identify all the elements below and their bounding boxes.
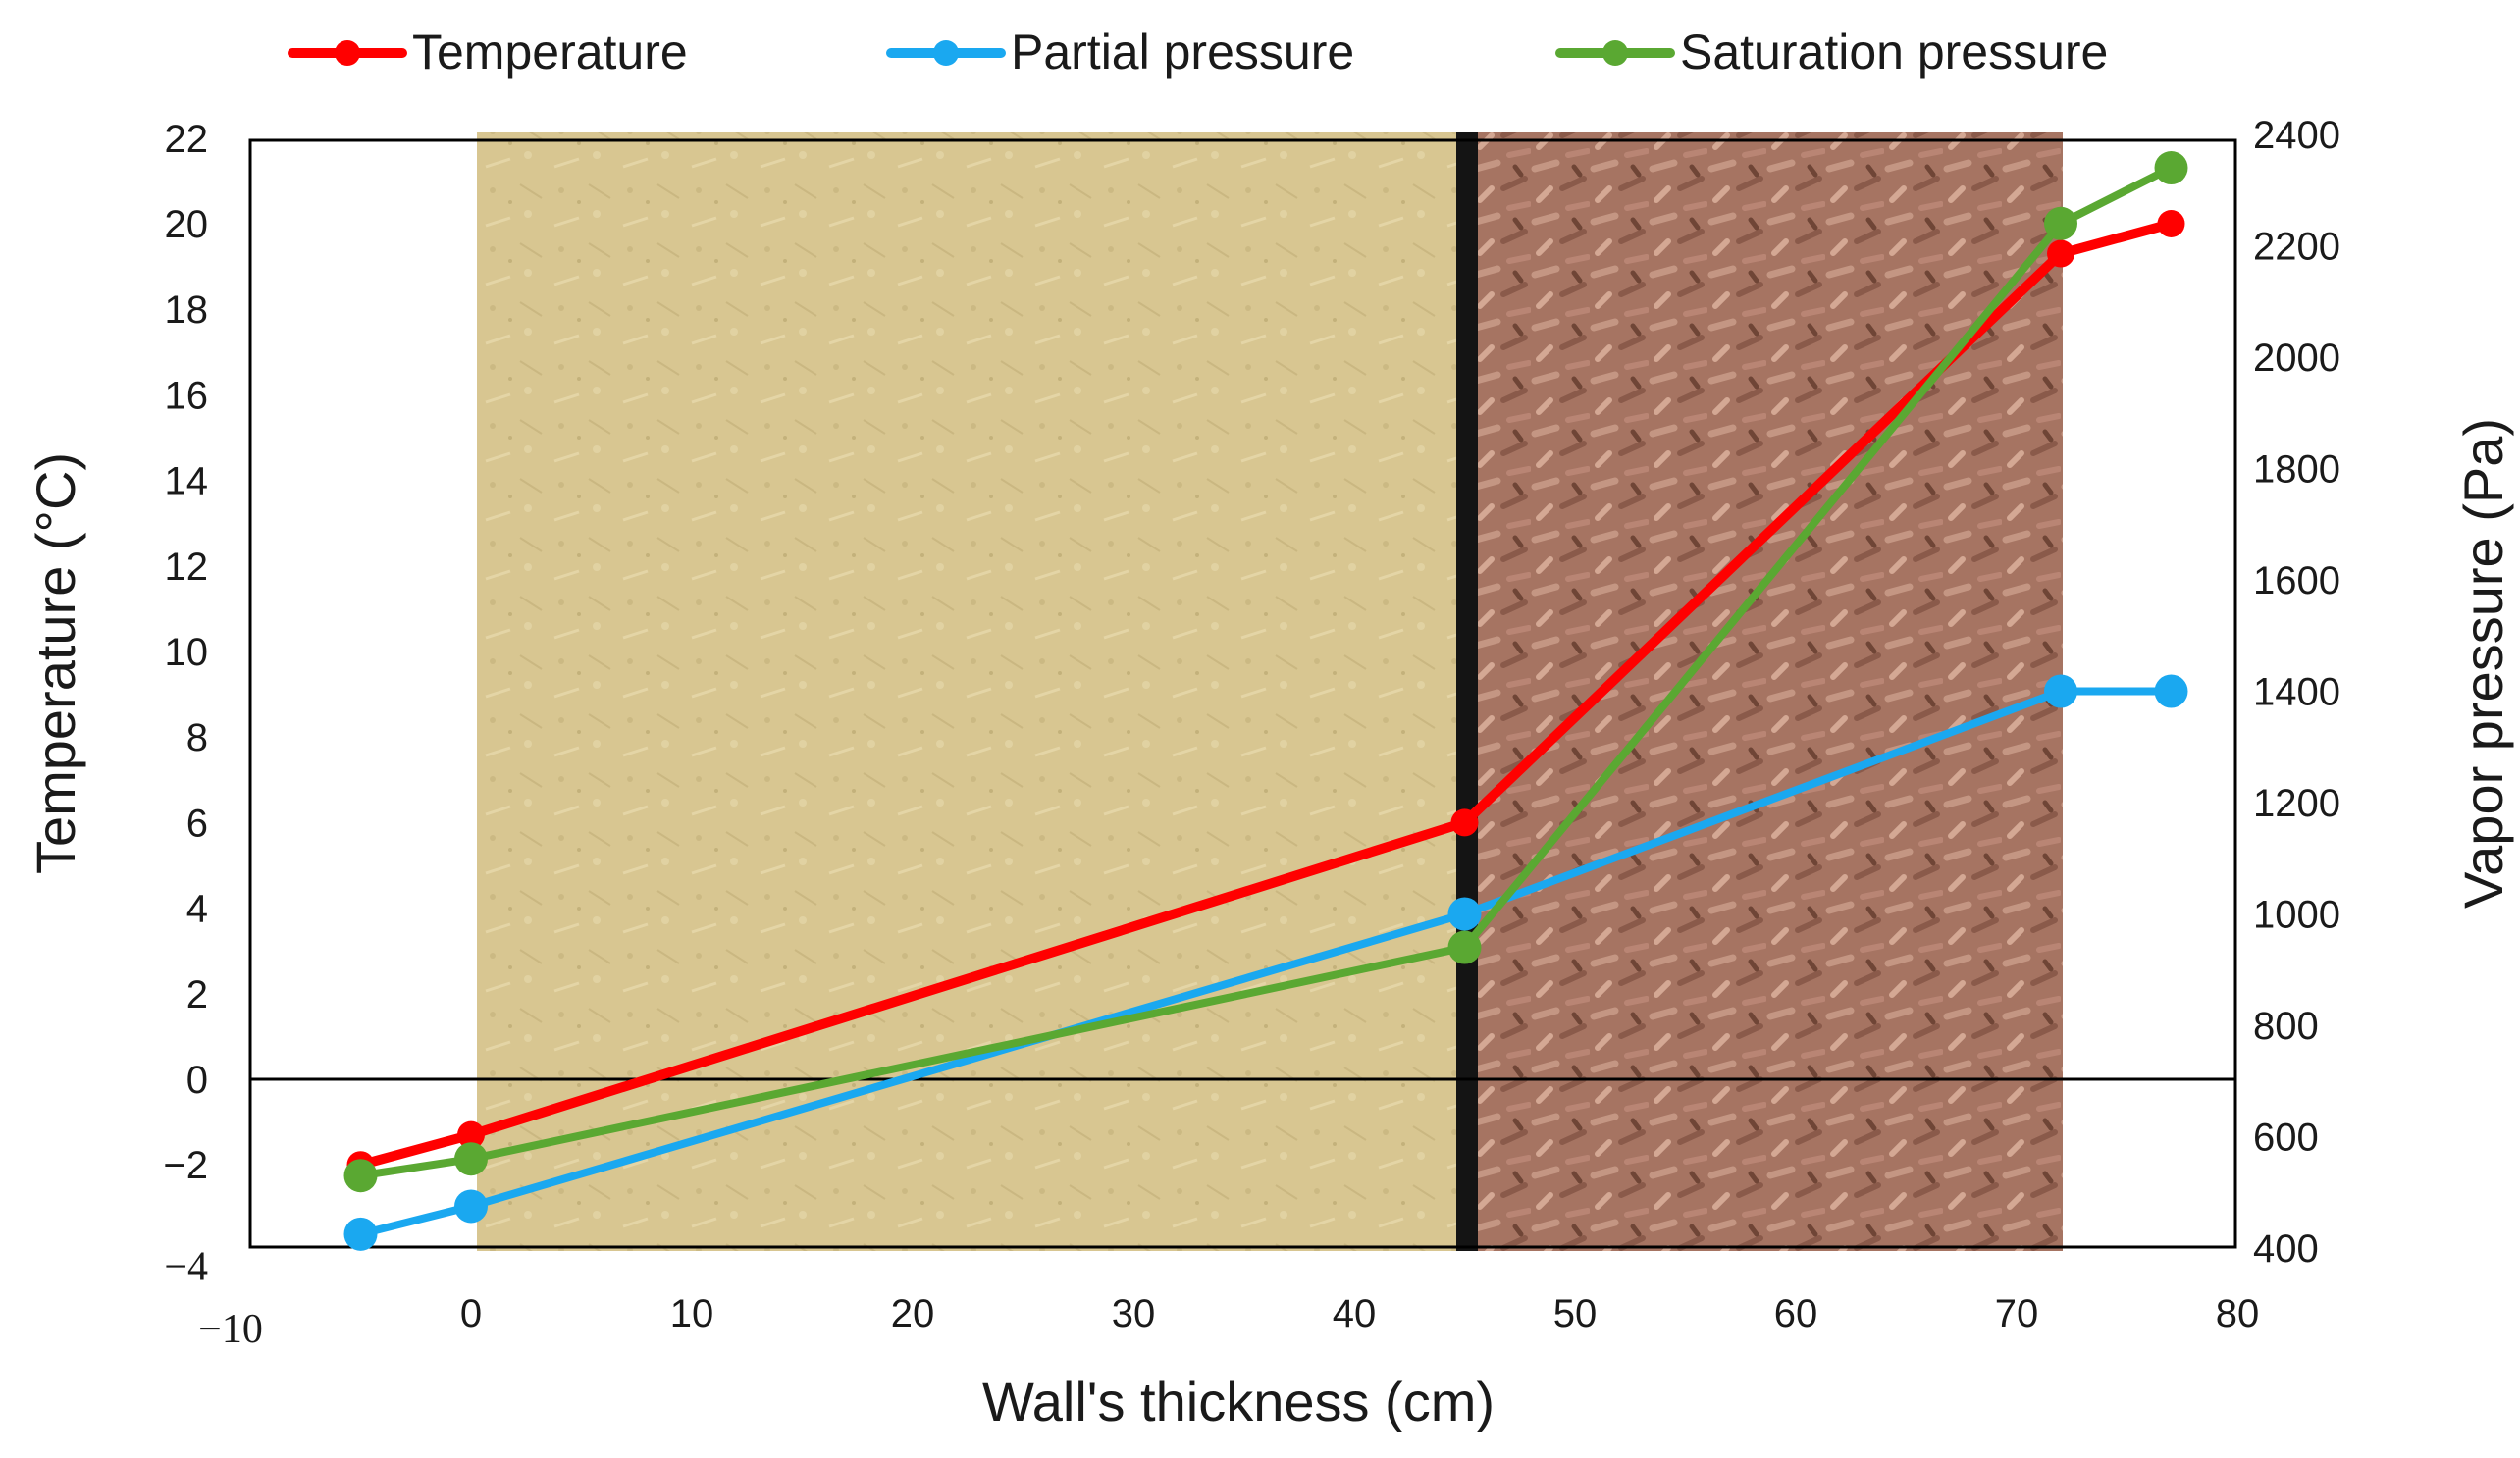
legend-label: Saturation pressure — [1680, 25, 2108, 79]
saturation-pressure-point — [1447, 930, 1482, 964]
wood-chip-layer — [1478, 132, 2063, 1251]
legend-item-temperature: Temperature — [288, 25, 688, 79]
temperature-point — [2047, 239, 2074, 268]
saturation-pressure-point — [343, 1159, 378, 1193]
partial-pressure-point — [2044, 674, 2077, 708]
saturation-pressure-series — [343, 151, 2188, 1193]
y-right-tick-label: 1000 — [2253, 894, 2340, 937]
series-lines — [343, 151, 2188, 1251]
y-left-tick-label: 18 — [165, 288, 209, 332]
temperature-point — [1450, 808, 1479, 837]
legend-marker — [1602, 40, 1628, 66]
legend-label: Partial pressure — [1011, 25, 1354, 79]
y-right-tick-label: 2000 — [2253, 337, 2340, 380]
y-right-tick-label: 1400 — [2253, 671, 2340, 714]
gap-layer — [1456, 132, 1480, 1251]
legend-item-partial-pressure: Partial pressure — [886, 25, 1354, 79]
legend-marker — [933, 40, 959, 66]
y-right-tick-label: 600 — [2253, 1117, 2319, 1160]
y-left-tick-label: 14 — [165, 460, 209, 503]
y-right-tick-label: 1600 — [2253, 559, 2340, 602]
y-left-tick-label: 12 — [165, 546, 209, 589]
x-tick-label: 10 — [670, 1292, 714, 1335]
y-left-tick-label: 6 — [186, 802, 208, 845]
y-right-tick-label: 1200 — [2253, 782, 2340, 825]
y-left-tick-label: −4 — [164, 1244, 208, 1289]
y-axis-right-title: Vapor pressure (Pa) — [2452, 418, 2514, 909]
x-tick-label: 60 — [1774, 1292, 1818, 1335]
y-left-tick-label: 8 — [186, 716, 208, 759]
x-axis-title: Wall's thickness (cm) — [982, 1371, 1495, 1432]
y-left-tick-label: 0 — [186, 1059, 208, 1102]
legend-label: Temperature — [412, 25, 688, 79]
plot-frame — [248, 138, 2237, 1249]
y-right-tick-label: 800 — [2253, 1005, 2319, 1048]
temperature-point — [457, 1120, 485, 1149]
temperature-point — [2157, 210, 2185, 237]
plaster-layer — [477, 132, 1458, 1251]
partial-pressure-point — [454, 1189, 488, 1224]
partial-pressure-series — [343, 674, 2188, 1251]
y-left-tick-label: 20 — [165, 203, 209, 246]
x-tick-label: 80 — [2216, 1292, 2260, 1335]
y-right-tick-label: 1800 — [2253, 448, 2340, 492]
legend: Temperature Partial pressure Saturation pr… — [288, 25, 2108, 79]
y-left-tick-label: 22 — [165, 118, 209, 161]
partial-pressure-point — [343, 1217, 378, 1251]
y-right-tick-label: 2200 — [2253, 226, 2340, 269]
y-right-tick-label: 2400 — [2253, 114, 2340, 157]
saturation-pressure-point — [2044, 206, 2077, 240]
partial-pressure-point — [2154, 674, 2188, 708]
y-left-tick-label: 16 — [165, 374, 209, 417]
y-axis-left-title: Temperature (°C) — [25, 452, 86, 874]
x-tick-label: 0 — [460, 1292, 482, 1335]
y-left-tick-label: 10 — [165, 631, 209, 674]
x-tick-label: 40 — [1333, 1292, 1377, 1335]
y-right-tick-label: 400 — [2253, 1227, 2319, 1271]
y-left-tick-label: 2 — [186, 973, 208, 1016]
x-tick-label: 30 — [1112, 1292, 1156, 1335]
legend-item-saturation-pressure: Saturation pressure — [1555, 25, 2108, 79]
x-tick-label: 20 — [891, 1292, 935, 1335]
saturation-pressure-point — [454, 1142, 488, 1176]
y-left-tick-label: 4 — [186, 888, 208, 931]
x-tick-label: 50 — [1553, 1292, 1598, 1335]
y-left-tick-label: −2 — [163, 1144, 208, 1187]
legend-marker — [335, 40, 360, 66]
x-tick-label: 70 — [1995, 1292, 2039, 1335]
x-tick-label: −10 — [198, 1307, 263, 1352]
partial-pressure-point — [1447, 897, 1482, 931]
saturation-pressure-point — [2154, 151, 2188, 185]
tick-labels: −10 0 10 20 30 40 50 60 70 802220181614121086420−… — [163, 114, 2340, 1352]
